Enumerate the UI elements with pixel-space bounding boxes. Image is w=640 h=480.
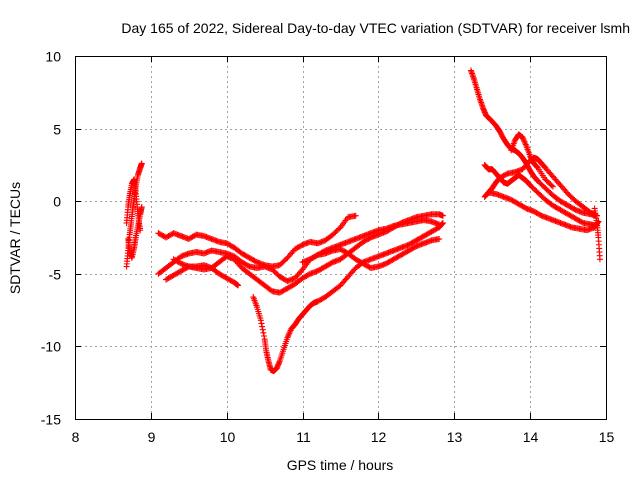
y-tick-label: -10: [41, 339, 61, 355]
data-point-pass-a: [138, 160, 145, 167]
y-tick-label: -15: [41, 412, 61, 428]
x-tick-label: 11: [296, 429, 311, 445]
x-tick-label: 13: [447, 429, 463, 445]
x-tick-label: 8: [72, 429, 80, 445]
grid: [75, 56, 606, 419]
data-point-pass-e: [436, 235, 443, 242]
data-point-pass-h: [261, 332, 268, 339]
y-tick-label: 10: [45, 49, 61, 65]
x-tick-labels: 8 9 10 11 12 13 14 15: [72, 429, 615, 445]
data-point-pass-h: [439, 219, 446, 226]
axis-ticks: [75, 56, 607, 420]
data-point-pass-h: [259, 326, 266, 333]
x-tick-label: 15: [599, 429, 615, 445]
plot-frame: [75, 56, 607, 420]
y-axis-title: SDTVAR / TECUs: [7, 182, 23, 294]
chart-title: Day 165 of 2022, Sidereal Day-to-day VTE…: [121, 20, 630, 36]
data-point-pass-f: [439, 212, 446, 219]
y-tick-label: -5: [49, 267, 62, 283]
data-point-pass-o: [596, 256, 603, 263]
data-point-pass-n: [549, 183, 556, 190]
data-point-pass-c: [138, 204, 145, 211]
x-tick-label: 14: [523, 429, 539, 445]
data-point-pass-h: [259, 323, 266, 330]
y-tick-label: 0: [53, 194, 61, 210]
x-axis-title: GPS time / hours: [287, 457, 394, 473]
x-tick-label: 12: [371, 429, 387, 445]
x-tick-label: 10: [220, 429, 236, 445]
data-point-pass-g: [235, 282, 242, 289]
data-point-pass-h: [260, 329, 267, 336]
y-tick-labels: -15 -10 -5 0 5 10: [41, 49, 61, 428]
y-tick-label: 5: [53, 122, 61, 138]
data-point-pass-i: [436, 221, 443, 228]
data-point-pass-h: [258, 320, 265, 327]
x-tick-label: 9: [148, 429, 156, 445]
data-marks: [123, 67, 603, 375]
data-point-pass-h: [257, 317, 264, 324]
data-point-pass-n: [548, 182, 555, 189]
data-point-pass-d: [352, 212, 359, 219]
